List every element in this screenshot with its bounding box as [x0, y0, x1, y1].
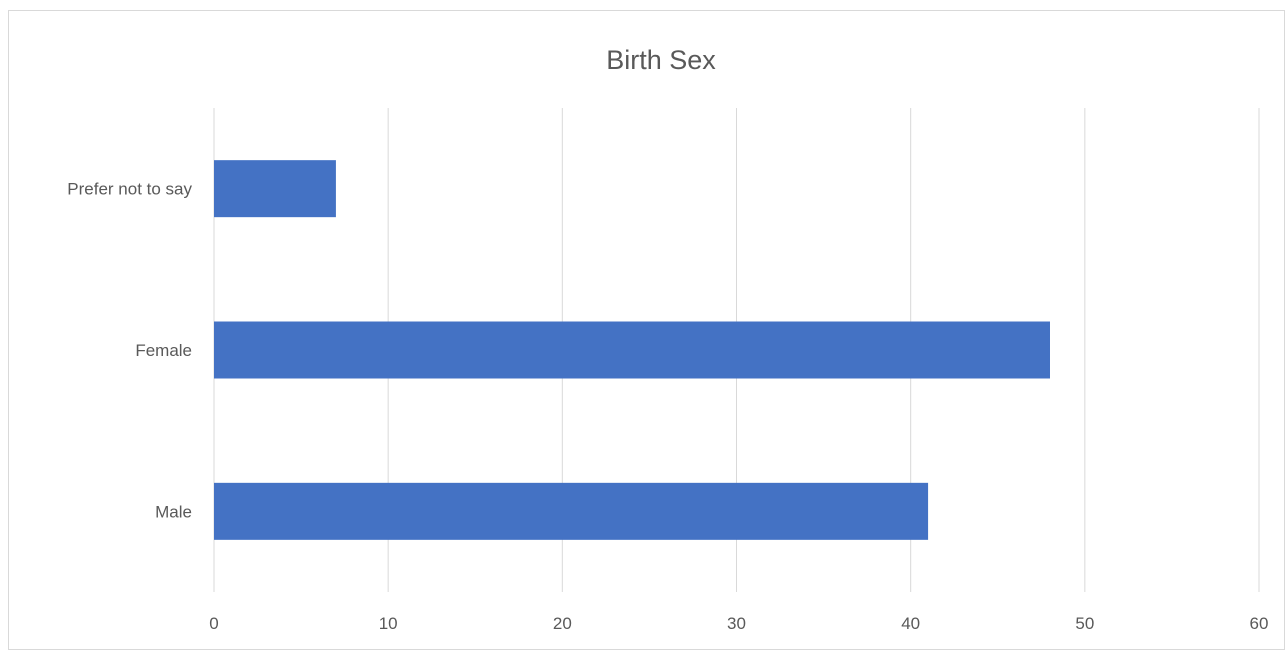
x-tick-label-40: 40	[901, 614, 920, 633]
category-label-prefer-not-to-say: Prefer not to say	[67, 180, 192, 199]
x-tick-label-30: 30	[727, 614, 746, 633]
x-tick-label-20: 20	[553, 614, 572, 633]
category-label-female: Female	[135, 341, 192, 360]
chart-title: Birth Sex	[606, 45, 716, 75]
category-label-male: Male	[155, 502, 192, 521]
category-labels: Male Female Prefer not to say	[67, 180, 192, 522]
x-tick-label-0: 0	[209, 614, 218, 633]
x-tick-label-10: 10	[379, 614, 398, 633]
x-tick-label-60: 60	[1250, 614, 1269, 633]
bar-female	[214, 321, 1050, 379]
bars	[214, 160, 1050, 540]
x-tick-labels: 0 10 20 30 40 50 60	[209, 614, 1268, 633]
bar-prefer-not-to-say	[214, 160, 336, 218]
bar-male	[214, 482, 929, 540]
x-tick-label-50: 50	[1075, 614, 1094, 633]
